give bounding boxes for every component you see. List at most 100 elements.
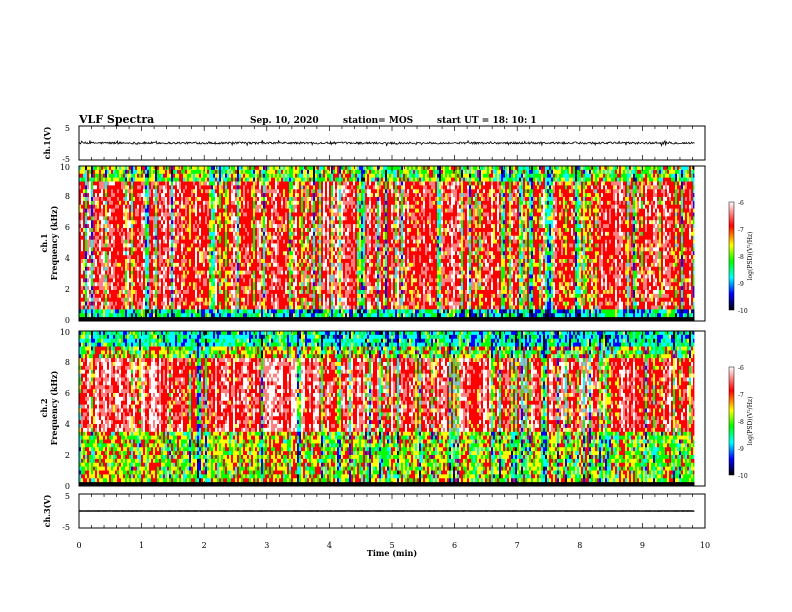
spectrogram-cell [325,189,327,194]
spectrogram-cell [165,216,167,221]
spectrogram-cell [271,220,273,225]
spectrogram-cell [117,274,119,279]
spectrogram-cell [187,266,189,272]
spectrogram-cell [85,231,87,237]
spectrogram-cell [177,197,179,202]
start-time-label: start UT = 18: 10: 1 [437,116,537,126]
spectrogram-cell [285,282,287,287]
spectrogram-cell [285,185,287,190]
spectrogram-cell [293,309,295,314]
spectrogram-cell [163,173,165,179]
spectrogram-cell [163,197,165,202]
spectrogram-cell [321,243,323,248]
spectrogram-cell [297,228,299,233]
spectrogram-cell [295,286,297,291]
spectrogram-cell [313,243,315,248]
spectrogram-cell [83,177,85,182]
spectrogram-cell [189,247,191,252]
spectrogram-cell [303,216,305,221]
spectrogram-cell [231,270,233,275]
spectrogram-cell [161,189,163,194]
spectrogram-cell [255,208,257,213]
spectrogram-cell [127,231,129,237]
spectrogram-cell [101,169,103,175]
spectrogram-cell [79,193,81,198]
spectrogram-cell [79,290,81,295]
spectrogram-cell [297,313,299,318]
spectrogram-cell [259,185,261,190]
spectrogram-cell [293,224,295,229]
spectrogram-cell [157,181,159,186]
spectrogram-cell [177,301,179,306]
spectrogram-cell [317,177,319,182]
spectrogram-cell [83,259,85,264]
spectrogram-cell [137,220,139,225]
spectrogram-cell [149,293,151,299]
spectrogram-cell [109,173,111,179]
spectrogram-cell [113,189,115,194]
spectrogram-cell [117,189,119,194]
spectrogram-cell [265,208,267,213]
spectrogram-cell [313,216,315,221]
spectrogram-cell [285,228,287,233]
spectrogram-cell [203,177,205,182]
spectrogram-cell [199,301,201,306]
spectrogram-cell [209,259,211,264]
spectrogram-cell [143,231,145,237]
spectrogram-cell [263,239,265,244]
spectrogram-cell [227,185,229,190]
spectrogram-cell [281,212,283,217]
spectrogram-cell [187,309,189,314]
spectrogram-cell [227,251,229,256]
spectrogram-cell [189,251,191,256]
spectrogram-cell [301,173,303,179]
spectrogram-cell [101,177,103,182]
spectrogram-cell [241,305,243,310]
spectrogram-cell [81,290,83,295]
spectrogram-cell [215,305,217,310]
spectrogram-cell [201,313,203,318]
spectrogram-cell [269,305,271,310]
spectrogram-cell [239,181,241,186]
spectrogram-cell [217,224,219,229]
spectrogram-cell [317,297,319,303]
spectrogram-cell [309,259,311,264]
spectrogram-cell [203,181,205,186]
spectrogram-cell [155,251,157,256]
spectrogram-cell [163,243,165,248]
spectrogram-cell [151,270,153,275]
spectrogram-cell [261,208,263,213]
spectrogram-cell [195,301,197,306]
spectrogram-cell [123,212,125,217]
spectrogram-cell [323,212,325,217]
spectrogram-cell [305,278,307,283]
spectrogram-cell [119,224,121,229]
spectrogram-cell [319,293,321,299]
spectrogram-cell [93,305,95,310]
spectrogram-cell [217,220,219,225]
spectrogram-cell [227,270,229,275]
spectrogram-cell [169,204,171,210]
spectrogram-cell [215,243,217,248]
spectrogram-cell [253,220,255,225]
spectrogram-cell [261,193,263,198]
spectrogram-cell [313,224,315,229]
spectrogram-cell [303,228,305,233]
spectrogram-cell [97,282,99,287]
spectrogram-cell [145,224,147,229]
spectrogram-cell [317,173,319,179]
spectrogram-cell [231,286,233,291]
spectrogram-cell [183,305,185,310]
spectrogram-cell [141,224,143,229]
spectrogram-cell [223,166,225,171]
spectrogram-cell [143,313,145,318]
spectrogram-cell [89,262,91,268]
spectrogram-cell [83,169,85,175]
spectrogram-cell [125,243,127,248]
spectrogram-cell [177,297,179,303]
spectrogram-cell [259,266,261,272]
spectrogram-cell [235,224,237,229]
spectrogram-cell [135,166,137,171]
spectrogram-cell [189,293,191,299]
spectrogram-cell [181,216,183,221]
